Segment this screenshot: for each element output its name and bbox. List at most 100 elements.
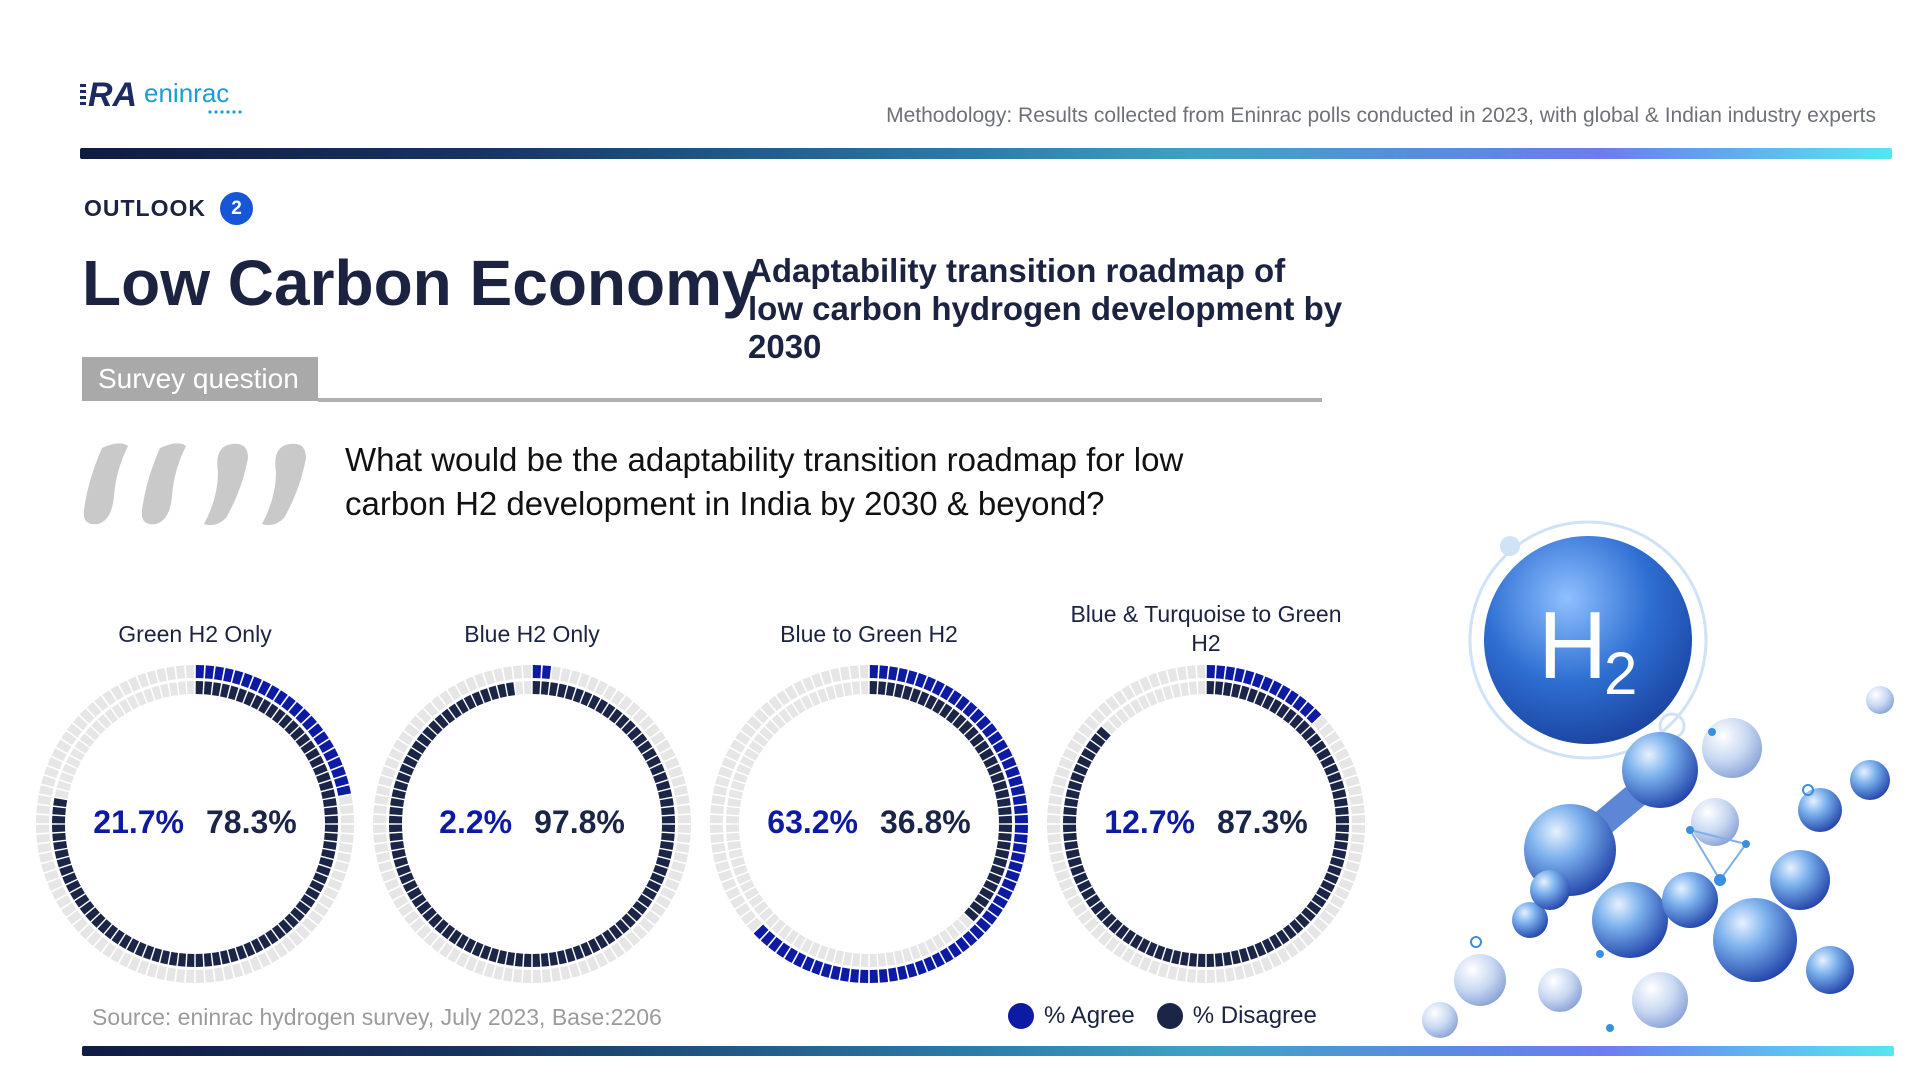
track-segment — [1234, 965, 1245, 981]
track-segment — [817, 945, 829, 960]
disagree-segment — [300, 894, 316, 908]
disagree-segment — [1214, 681, 1224, 695]
track-segment — [712, 852, 728, 863]
track-segment — [676, 804, 691, 815]
track-segment — [586, 956, 599, 972]
track-segment — [56, 739, 72, 753]
disagree-segment — [393, 780, 409, 792]
track-segment — [736, 763, 752, 776]
h2-symbol: H — [1538, 592, 1607, 699]
track-segment — [1130, 952, 1144, 968]
disagree-segment — [514, 953, 524, 967]
track-segment — [1338, 878, 1354, 891]
track-segment — [375, 852, 391, 863]
svg-text:RA: RA — [88, 76, 137, 114]
disagree-segment — [488, 685, 500, 701]
track-segment — [186, 681, 195, 695]
disagree-segment — [321, 789, 336, 799]
track-segment — [1139, 956, 1152, 972]
track-segment — [1108, 714, 1123, 729]
disagree-segment — [258, 934, 271, 949]
disagree-segment — [428, 913, 443, 928]
track-segment — [119, 680, 133, 696]
disagree-segment — [602, 929, 616, 945]
track-segment — [512, 665, 523, 680]
agree-segment — [1251, 673, 1264, 688]
agree-segment — [940, 685, 954, 701]
disagree-segment — [1333, 797, 1348, 808]
disagree-segment — [1289, 714, 1304, 729]
chart-legend: % Agree % Disagree — [1008, 1002, 1317, 1030]
track-segment — [1206, 969, 1216, 983]
track-segment — [295, 924, 311, 940]
disagree-segment — [480, 945, 492, 960]
disagree-segment — [969, 733, 985, 748]
track-segment — [1334, 886, 1350, 900]
track-segment — [336, 852, 352, 863]
track-segment — [739, 879, 755, 893]
disagree-segment — [134, 941, 147, 957]
track-segment — [1067, 739, 1083, 753]
agree-segment — [947, 690, 962, 706]
donut-svg — [1047, 665, 1365, 983]
disagree-segment — [497, 683, 507, 698]
track-segment — [168, 682, 179, 697]
track-segment — [610, 690, 625, 706]
disagree-segment — [316, 864, 331, 876]
track-segment — [603, 685, 617, 701]
agree-segment — [313, 731, 329, 746]
track-segment — [632, 708, 648, 724]
track-segment — [37, 843, 52, 853]
track-segment — [668, 766, 683, 779]
disagree-segment — [389, 815, 403, 824]
disagree-segment — [580, 691, 593, 707]
track-segment — [1154, 688, 1166, 703]
agree-segment — [1260, 676, 1273, 692]
disagree-segment — [557, 950, 567, 965]
disagree-segment — [995, 789, 1010, 799]
track-segment — [378, 861, 393, 873]
disagree-dot-icon — [1156, 1003, 1183, 1029]
track-segment — [1137, 694, 1151, 710]
track-segment — [1324, 902, 1340, 917]
track-segment — [1102, 720, 1117, 735]
agree-segment — [931, 680, 945, 696]
track-segment — [733, 864, 748, 876]
track-segment — [1177, 666, 1187, 681]
legend-agree-label: % Agree — [1044, 1002, 1135, 1029]
agree-segment — [307, 723, 324, 738]
disagree-segment — [265, 929, 279, 945]
track-segment — [733, 772, 748, 784]
track-segment — [1097, 702, 1113, 718]
disagree-segment — [1063, 832, 1077, 842]
track-segment — [677, 824, 691, 834]
disagree-segment — [389, 832, 403, 842]
track-segment — [59, 772, 74, 784]
track-segment — [577, 960, 590, 975]
agree-segment — [1234, 667, 1245, 683]
agree-segment — [981, 723, 998, 738]
track-segment — [439, 690, 454, 706]
disagree-segment — [1269, 699, 1282, 714]
agree-segment — [1010, 852, 1026, 863]
agree-segment — [1284, 690, 1299, 706]
disagree-segment — [974, 740, 990, 754]
track-segment — [1121, 685, 1135, 701]
track-segment — [952, 919, 967, 934]
agree-percent: 2.2% — [439, 804, 513, 840]
track-segment — [37, 795, 52, 805]
disagree-segment — [434, 919, 449, 934]
track-segment — [811, 673, 824, 688]
disagree-segment — [402, 755, 418, 769]
track-segment — [1329, 895, 1345, 909]
disagree-segment — [1073, 763, 1089, 776]
disagree-segment — [532, 681, 541, 695]
disagree-segment — [646, 879, 662, 893]
disagree-segment — [1154, 945, 1166, 960]
disagree-segment — [1122, 929, 1136, 945]
track-segment — [736, 872, 752, 885]
track-segment — [44, 766, 59, 779]
disagree-segment — [1238, 685, 1250, 701]
agree-segment — [969, 708, 985, 724]
disagree-segment — [399, 763, 415, 776]
